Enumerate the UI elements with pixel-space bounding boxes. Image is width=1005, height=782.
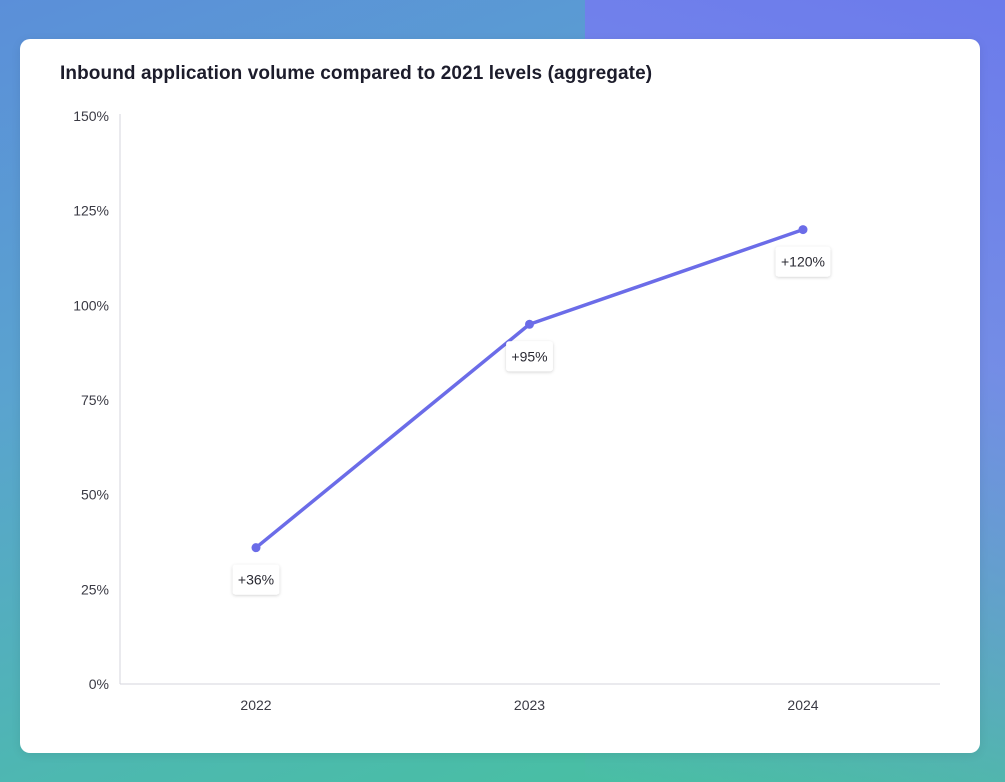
data-label: +36%: [238, 572, 274, 588]
data-label: +95%: [511, 348, 547, 364]
chart-title: Inbound application volume compared to 2…: [60, 63, 653, 84]
data-label-box: [232, 564, 280, 595]
x-tick-label: 2022: [240, 697, 271, 713]
data-label-box: [775, 246, 831, 277]
y-tick-label: 75%: [81, 392, 109, 408]
data-point: [798, 225, 808, 235]
chart-card: Inbound application volume compared to 2…: [20, 39, 980, 753]
x-tick-label: 2023: [514, 697, 545, 713]
y-tick-label: 100%: [73, 297, 109, 313]
y-tick-label: 150%: [73, 108, 109, 124]
data-label-box: [506, 341, 553, 372]
series-line: [254, 227, 805, 550]
y-tick-label: 125%: [73, 203, 109, 219]
data-point: [251, 543, 261, 553]
y-tick-label: 25%: [81, 581, 109, 597]
line-chart: 0% 25% 50% 75% 100% 125% 150% 2022 2023 2024 +36%…: [73, 108, 940, 713]
data-label: +120%: [781, 254, 825, 270]
y-tick-label: 50%: [81, 487, 109, 503]
y-tick-label: 0%: [89, 676, 109, 692]
data-point: [525, 319, 534, 329]
x-tick-label: 2024: [787, 697, 818, 713]
